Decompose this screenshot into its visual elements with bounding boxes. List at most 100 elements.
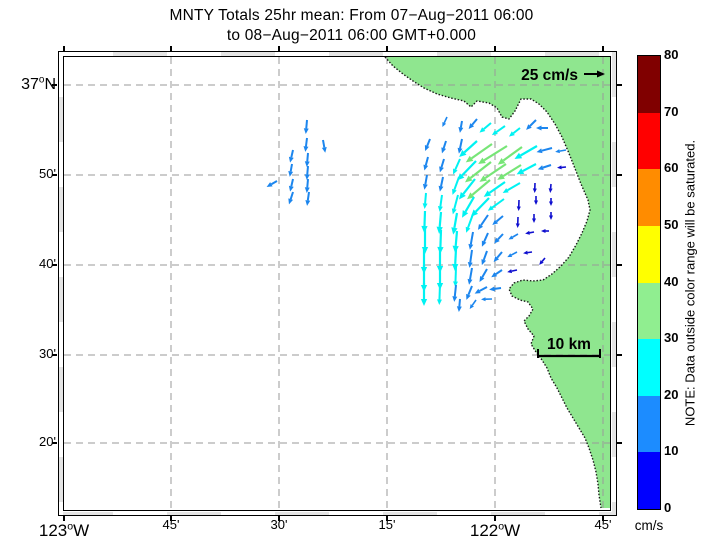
current-vector [481,297,493,302]
current-vector [516,163,537,175]
current-vector [288,149,294,163]
y-axis-tick [617,264,622,266]
distance-scale-label: 10 km [547,336,591,353]
x-axis-tick [602,46,604,51]
current-vector [502,182,521,193]
current-vector [489,286,502,292]
current-vector [497,146,523,165]
current-vector [481,232,489,247]
x-axis-tick [63,516,65,521]
colorbar-segment [638,452,660,509]
current-vector [470,197,490,217]
current-vector [288,163,294,177]
current-vector [532,182,537,193]
y-axis-tick [617,354,622,356]
current-vector [479,163,507,182]
current-vector [487,198,505,211]
x-tick-label: 45' [162,517,180,532]
current-vector [266,180,278,187]
current-vector [536,125,548,131]
colorbar-tick-label: 30 [664,330,679,346]
current-vector [508,127,521,137]
current-vector [533,196,539,205]
current-vector [483,181,506,197]
y-axis-tick [52,442,57,444]
current-vector [453,158,461,175]
x-tick-label: 123oW [38,520,90,540]
colorbar-tick-label: 0 [664,500,672,515]
y-tick-label: 30' [39,346,56,361]
x-axis-tick [63,46,65,51]
current-vector [422,174,428,190]
current-vector [303,119,309,134]
current-vector [441,140,447,154]
y-tick-label: 20' [39,434,56,449]
x-tick-label: 45' [594,517,612,532]
current-vector [526,119,537,130]
current-vector [288,191,294,205]
current-vector [477,214,489,230]
current-vector [420,283,428,306]
current-vector [541,228,549,234]
current-vector [494,233,504,244]
current-vector [457,160,477,181]
y-axis-tick [52,174,57,176]
current-vector [507,269,518,274]
x-axis-tick [494,46,496,51]
x-axis-tick [494,516,496,521]
colorbar-segment [638,112,660,170]
x-tick-label: 30' [270,517,288,532]
x-axis-tick [386,516,388,521]
current-vector [493,251,503,262]
current-vector [548,183,553,193]
current-vector [452,284,458,302]
current-vector [468,231,474,250]
x-axis-tick [602,516,604,521]
colorbar-segment [638,282,660,340]
y-axis-tick [52,84,57,86]
current-vector [492,215,504,225]
current-vector [321,139,327,153]
colorbar-tick-label: 80 [664,47,679,62]
current-vector [462,196,475,218]
current-vector [288,178,294,192]
y-axis-tick [617,174,622,176]
current-vector [515,216,520,228]
current-vector [474,286,488,294]
current-vector [459,140,478,158]
current-vector [469,299,477,310]
y-tick-label: 40' [39,256,56,271]
current-vector [491,269,503,278]
current-vector [497,164,522,180]
colorbar-segment [638,56,660,113]
current-vector [479,122,492,133]
current-vector [537,164,552,170]
x-axis-tick [386,46,388,51]
colorbar-tick-label: 60 [664,160,679,176]
figure-title-line1: MNTY Totals 25hr mean: From 07−Aug−2011 … [169,7,534,24]
map-frame-band-right [612,52,616,516]
current-vector [478,145,508,165]
current-vector [439,158,445,173]
colorbar-tick-label: 10 [664,443,679,459]
current-vector [458,120,464,133]
current-vector [464,161,492,183]
y-axis-tick [52,354,57,356]
colorbar [637,55,661,510]
current-vector [303,137,309,152]
x-axis-tick [170,516,172,521]
current-vector [442,116,448,127]
current-vector [557,165,567,170]
current-vector [422,192,428,209]
map-frame-band-left [59,52,63,516]
current-vector [451,194,459,215]
current-vector [452,176,460,195]
current-vector [451,212,459,235]
current-vector [516,199,521,211]
map-frame-inner [63,56,611,511]
current-vector [304,165,310,180]
current-vector [305,191,311,206]
colorbar-segment [638,225,660,283]
velocity-scale: 25 cm/s [521,67,605,84]
